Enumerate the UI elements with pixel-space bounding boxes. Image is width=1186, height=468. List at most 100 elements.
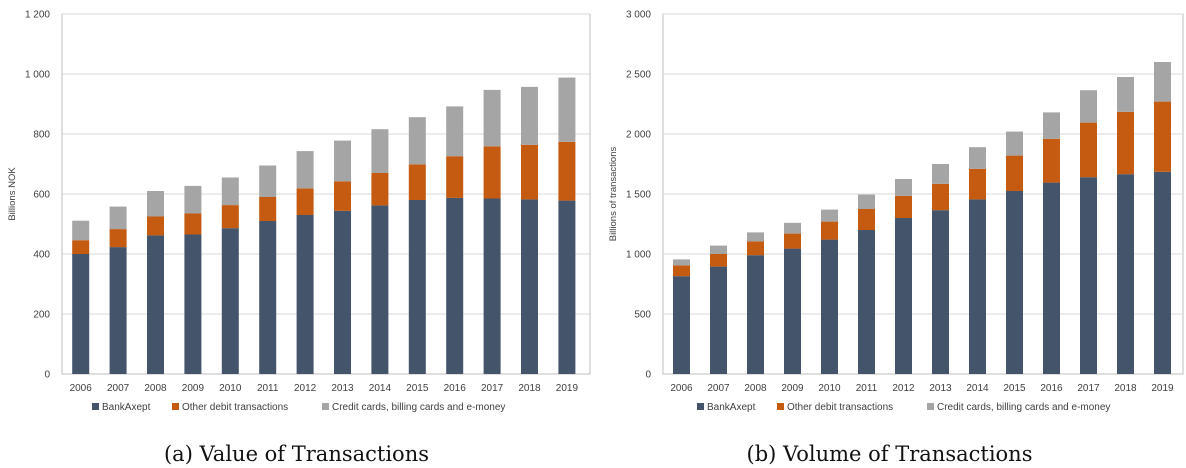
value-chart-x-tick-label: 2013 <box>331 383 354 394</box>
volume-chart-bar-2013-series-0 <box>932 210 949 374</box>
caption-value-of-transactions: (a) Value of Transactions <box>163 442 430 466</box>
volume-chart-bar-2010-series-1 <box>821 221 838 240</box>
volume-chart-bar-2009-series-0 <box>784 248 801 374</box>
value-chart-bar-2009-series-2 <box>184 185 202 214</box>
value-chart-bar-2012-series-1 <box>296 188 314 215</box>
value-chart-bar-2015-series-1 <box>408 164 426 200</box>
volume-chart-bar-2013-series-1 <box>932 183 949 211</box>
value-chart-x-tick-label: 2014 <box>369 383 392 394</box>
value-chart-bar-2010-series-1 <box>221 205 239 229</box>
volume-chart-x-tick-label: 2013 <box>929 383 952 394</box>
volume-chart-bar-2017-series-1 <box>1080 122 1097 178</box>
value-chart-bar-2006-series-1 <box>72 240 90 254</box>
value-chart-bar-2012-series-0 <box>296 215 314 374</box>
volume-chart-x-tick-label: 2016 <box>1040 383 1063 394</box>
value-chart-legend-label-0: BankAxept <box>102 402 151 413</box>
caption-volume-of-transactions: (b) Volume of Transactions <box>746 442 1033 466</box>
value-chart-legend-swatch-0 <box>92 403 99 410</box>
value-chart-x-tick-label: 2008 <box>144 383 167 394</box>
volume-chart-bar-2014-series-0 <box>969 199 986 374</box>
volume-chart-bar-2012-series-2 <box>895 179 912 196</box>
volume-chart-y-axis-title: Billions of transactions <box>608 146 619 241</box>
volume-chart-bar-2008-series-0 <box>747 255 764 374</box>
volume-chart-bar-2010-series-2 <box>821 209 838 222</box>
value-chart-bar-2018-series-0 <box>521 199 538 374</box>
value-chart-bar-2019-series-2 <box>558 77 576 142</box>
volume-chart-bar-2008-series-1 <box>747 241 764 256</box>
volume-chart-bar-2006-series-0 <box>673 276 690 374</box>
value-chart-y-tick-label: 800 <box>33 130 50 141</box>
volume-chart-bar-2018-series-0 <box>1117 174 1134 374</box>
value-chart-x-tick-label: 2016 <box>444 383 467 394</box>
value-chart-bar-2017-series-0 <box>483 198 501 374</box>
value-chart-y-axis-title: Billions NOK <box>7 167 18 221</box>
volume-chart-bar-2012-series-0 <box>895 218 912 374</box>
volume-chart-y-tick-label: 1 500 <box>626 190 651 201</box>
volume-chart-x-tick-label: 2015 <box>1003 383 1026 394</box>
volume-chart-y-tick-label: 2 500 <box>626 70 651 81</box>
volume-chart-x-tick-label: 2010 <box>818 383 841 394</box>
volume-chart-x-tick-label: 2019 <box>1151 383 1174 394</box>
volume-chart-bar-2006-series-2 <box>673 259 690 266</box>
volume-chart-bar-2014-series-2 <box>969 147 986 169</box>
value-of-transactions-chart: 0 200 400 600 800 1 000 1 200 Billions NOK 2006 2… <box>7 10 591 413</box>
value-chart-bar-2010-series-0 <box>221 228 239 374</box>
value-chart-bar-2013-series-2 <box>334 140 351 182</box>
value-chart-bar-2008-series-1 <box>147 216 164 236</box>
volume-chart-bar-2011-series-1 <box>858 209 875 230</box>
volume-chart-bar-2006-series-1 <box>673 265 690 277</box>
value-chart-x-tick-label: 2010 <box>219 383 242 394</box>
volume-chart-y-tick-label: 2 000 <box>626 130 651 141</box>
value-chart-x-tick-label: 2006 <box>70 383 93 394</box>
volume-chart-bar-2009-series-2 <box>784 222 801 234</box>
value-chart-bar-2008-series-0 <box>147 235 164 374</box>
volume-chart-bar-2017-series-2 <box>1080 90 1097 123</box>
value-chart-bar-2007-series-0 <box>109 247 127 374</box>
volume-chart-x-tick-label: 2017 <box>1077 383 1100 394</box>
volume-chart-y-tick-label: 500 <box>634 310 651 321</box>
value-chart-bar-2013-series-1 <box>334 181 351 211</box>
value-chart-x-tick-label: 2011 <box>257 383 279 394</box>
volume-chart-bar-2013-series-2 <box>932 164 949 184</box>
value-chart-bar-2017-series-1 <box>483 146 501 199</box>
value-chart-bar-2018-series-2 <box>521 86 538 145</box>
volume-chart-bar-2011-series-0 <box>858 230 875 374</box>
value-chart-bar-2015-series-0 <box>408 200 426 374</box>
volume-chart-y-tick-label: 0 <box>645 370 651 381</box>
value-chart-legend-label-2: Credit cards, billing cards and e-money <box>332 402 505 413</box>
volume-chart-bar-2015-series-0 <box>1006 191 1023 374</box>
value-chart-bar-2011-series-0 <box>259 221 277 374</box>
volume-chart-bar-2016-series-2 <box>1043 112 1060 139</box>
value-chart-legend-swatch-1 <box>172 403 179 410</box>
value-chart-y-tick-label: 0 <box>44 370 50 381</box>
value-chart-bar-2017-series-2 <box>483 89 501 147</box>
value-chart-y-tick-label: 600 <box>33 190 50 201</box>
volume-chart-legend-swatch-1 <box>777 403 784 410</box>
value-chart-bar-2009-series-0 <box>184 234 202 374</box>
value-chart-bar-2013-series-0 <box>334 210 351 374</box>
volume-chart-bar-2012-series-1 <box>895 195 912 218</box>
value-chart-y-tick-label: 400 <box>33 250 50 261</box>
volume-chart-bar-2019-series-1 <box>1154 101 1171 172</box>
volume-chart-bar-2011-series-2 <box>858 194 875 209</box>
volume-chart-x-tick-label: 2008 <box>744 383 767 394</box>
value-chart-bar-2011-series-2 <box>259 165 277 197</box>
value-chart-y-tick-label: 1 200 <box>25 10 50 21</box>
volume-chart-x-tick-label: 2018 <box>1114 383 1137 394</box>
value-chart-x-tick-label: 2009 <box>182 383 205 394</box>
volume-chart-bar-2007-series-1 <box>710 254 727 267</box>
value-chart-bar-2010-series-2 <box>221 177 239 206</box>
value-chart-bar-2014-series-1 <box>371 173 389 206</box>
volume-chart-bar-2007-series-2 <box>710 245 727 254</box>
value-chart-bar-2006-series-0 <box>72 254 90 374</box>
volume-chart-bar-2018-series-2 <box>1117 77 1134 112</box>
volume-chart-bar-2017-series-0 <box>1080 177 1097 374</box>
volume-chart-bar-2010-series-0 <box>821 239 838 374</box>
value-chart-x-tick-label: 2007 <box>107 383 130 394</box>
value-chart-bar-2019-series-1 <box>558 141 576 201</box>
value-chart-bar-2018-series-1 <box>521 144 538 200</box>
value-chart-x-tick-label: 2018 <box>518 383 541 394</box>
value-chart-bar-2009-series-1 <box>184 213 202 235</box>
value-chart-bar-2008-series-2 <box>147 191 164 217</box>
value-chart-bar-2014-series-0 <box>371 205 389 374</box>
